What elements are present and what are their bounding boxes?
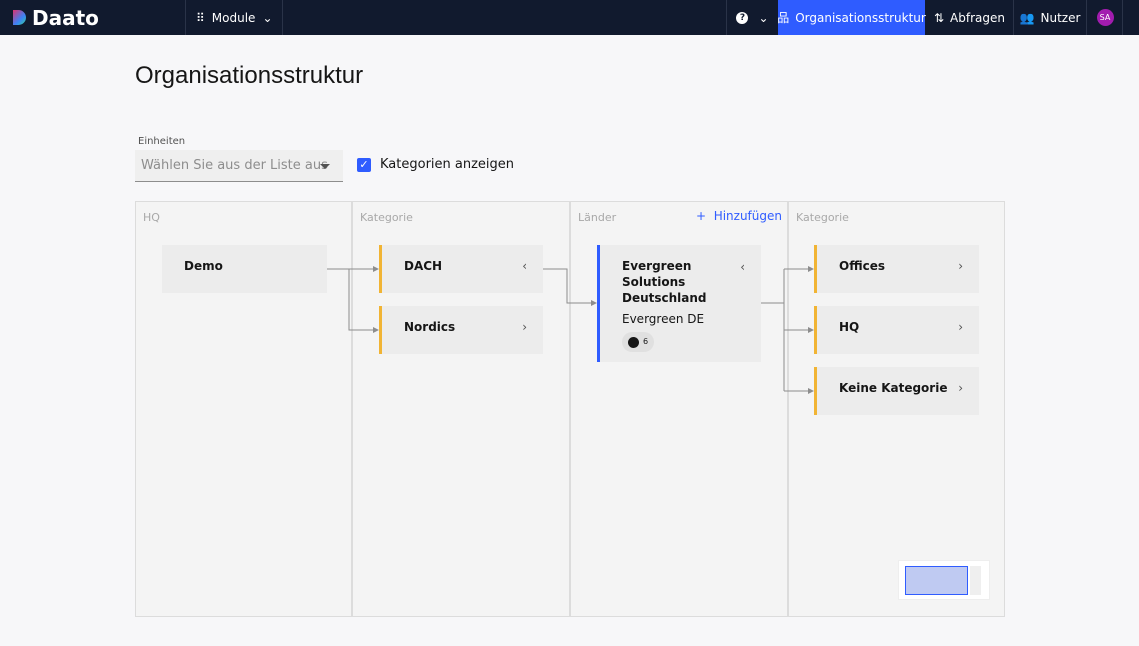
nav-label: Abfragen	[950, 10, 1005, 25]
arrow-icon	[591, 300, 597, 306]
nav-label: Nutzer	[1040, 10, 1081, 25]
connector-line	[761, 268, 812, 392]
category-name: Keine Kategorie	[839, 381, 948, 395]
chevron-right-icon[interactable]: ›	[958, 320, 963, 334]
category-name: DACH	[404, 259, 443, 273]
subcategory-card-hq[interactable]: HQ ›	[814, 306, 979, 354]
user-icon	[628, 336, 639, 348]
column-header: Länder	[578, 211, 617, 224]
help-menu[interactable]: ? ⌄	[726, 0, 778, 35]
column-header: Kategorie	[360, 211, 413, 224]
brand-logo[interactable]: Daato	[13, 0, 99, 35]
connectors	[327, 266, 814, 394]
arrow-icon	[373, 266, 379, 272]
connector-line	[327, 268, 377, 331]
units-select[interactable]: Wählen Sie aus der Liste aus	[135, 150, 343, 182]
country-name: Evergreen Solutions Deutschland	[622, 259, 707, 305]
show-categories-label[interactable]: Kategorien anzeigen	[380, 157, 515, 172]
caret-down-icon	[320, 164, 330, 174]
brand-name: Daato	[32, 5, 99, 30]
nav-organisationsstruktur[interactable]: 品 Organisationsstruktur	[777, 0, 926, 35]
country-short-name: Evergreen DE	[622, 312, 705, 326]
category-card-nordics[interactable]: Nordics ›	[379, 306, 543, 354]
arrow-icon	[808, 388, 814, 394]
arrow-icon	[373, 327, 379, 333]
arrow-icon	[808, 327, 814, 333]
question-circle-icon: ?	[736, 11, 749, 24]
grid-icon: ⠿	[196, 10, 205, 25]
arrow-icon	[808, 266, 814, 272]
column-countries: Länder	[571, 202, 789, 616]
units-placeholder: Wählen Sie aus der Liste aus	[141, 158, 328, 173]
subcategory-card-keine-kategorie[interactable]: Keine Kategorie ›	[814, 367, 979, 415]
users-icon: 👥	[1019, 10, 1035, 25]
category-card-dach[interactable]: DACH ‹	[379, 245, 543, 293]
column-header: HQ	[143, 211, 160, 224]
user-menu[interactable]: SA	[1088, 0, 1123, 35]
category-name: Nordics	[404, 320, 456, 334]
show-categories-checkbox[interactable]: ✓	[357, 158, 371, 172]
connector-line	[543, 268, 595, 304]
avatar: SA	[1096, 9, 1114, 26]
category-name: HQ	[839, 320, 860, 334]
unit-card-demo[interactable]: Demo	[162, 245, 327, 293]
subcategory-card-offices[interactable]: Offices ›	[814, 245, 979, 293]
org-chart-icon: 品	[777, 11, 790, 25]
minimap-viewport[interactable]	[905, 566, 968, 595]
minimap-overflow	[970, 566, 981, 595]
unit-name: Demo	[184, 259, 223, 273]
page-title: Organisationsstruktur	[135, 62, 364, 89]
column-category: Kategorie	[353, 202, 571, 616]
add-country-button[interactable]: + Hinzufügen	[696, 209, 782, 223]
chevron-down-icon: ⌄	[262, 10, 273, 25]
country-card-evergreen[interactable]: Evergreen Solutions Deutschland Evergree…	[597, 245, 761, 362]
chevron-left-icon[interactable]: ‹	[740, 260, 745, 274]
units-label: Einheiten	[138, 136, 186, 147]
nav-abfragen[interactable]: ⇅ Abfragen	[926, 0, 1014, 35]
chevron-right-icon[interactable]: ›	[522, 320, 527, 334]
column-hq: HQ	[136, 202, 353, 616]
nav-nutzer[interactable]: 👥 Nutzer	[1014, 0, 1087, 35]
user-count: 6	[643, 337, 649, 346]
chevron-left-icon[interactable]: ‹	[522, 259, 527, 273]
nav-label: Organisationsstruktur	[795, 10, 926, 25]
plus-icon: +	[696, 209, 714, 223]
modules-label: Module	[211, 10, 256, 25]
user-count-badge: 6	[622, 332, 655, 352]
minimap[interactable]	[898, 560, 990, 600]
add-label: Hinzufügen	[713, 209, 782, 223]
workflow-icon: ⇅	[933, 10, 945, 25]
chevron-right-icon[interactable]: ›	[958, 381, 963, 395]
category-name: Offices	[839, 259, 885, 273]
modules-menu[interactable]: ⠿ Module ⌄	[185, 0, 283, 35]
chevron-right-icon[interactable]: ›	[958, 259, 963, 273]
chevron-down-icon: ⌄	[758, 10, 769, 25]
org-board: HQ Kategorie Länder Kategorie + Hinzufüg…	[135, 201, 1005, 617]
top-bar: Daato ⠿ Module ⌄ ? ⌄ 品 Organisationsstruktur…	[0, 0, 1139, 35]
column-header: Kategorie	[796, 211, 849, 224]
daato-logo-icon	[13, 10, 26, 25]
